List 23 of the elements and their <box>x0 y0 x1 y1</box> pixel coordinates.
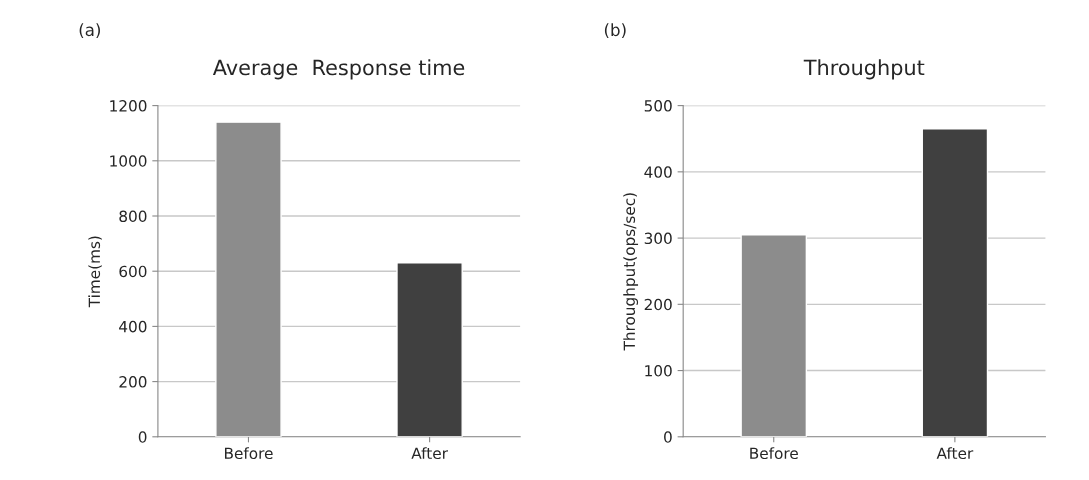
x-tick-label: After <box>936 447 974 460</box>
y-tick-label: 100 <box>645 365 672 377</box>
y-tick-label: 1200 <box>110 100 147 112</box>
y-tick-label: 0 <box>664 431 672 443</box>
y-tick-label: 500 <box>644 100 672 112</box>
y-axis-title: Throughput(ops/sec) <box>623 193 639 351</box>
y-tick-label: 300 <box>644 232 672 245</box>
chart-title: Average Response time <box>212 59 465 80</box>
chart-title: Throughput <box>803 59 925 80</box>
text: (b) <box>604 23 626 39</box>
y-tick-label: 1000 <box>110 155 147 167</box>
x-tick-label: Before <box>225 447 273 460</box>
y-tick-label: 0 <box>138 431 147 443</box>
x-tick-label: After <box>411 447 448 460</box>
y-tick-label: 600 <box>119 265 147 278</box>
y-tick-label: 400 <box>644 166 672 178</box>
text: (a) <box>79 23 100 39</box>
y-tick-label: 200 <box>644 298 672 311</box>
y-tick-label: 400 <box>119 320 147 333</box>
y-tick-label: 800 <box>119 210 147 223</box>
y-tick-label: 200 <box>119 376 147 388</box>
x-tick-label: Before <box>750 447 798 460</box>
y-axis-title: Time(ms) <box>88 236 102 308</box>
